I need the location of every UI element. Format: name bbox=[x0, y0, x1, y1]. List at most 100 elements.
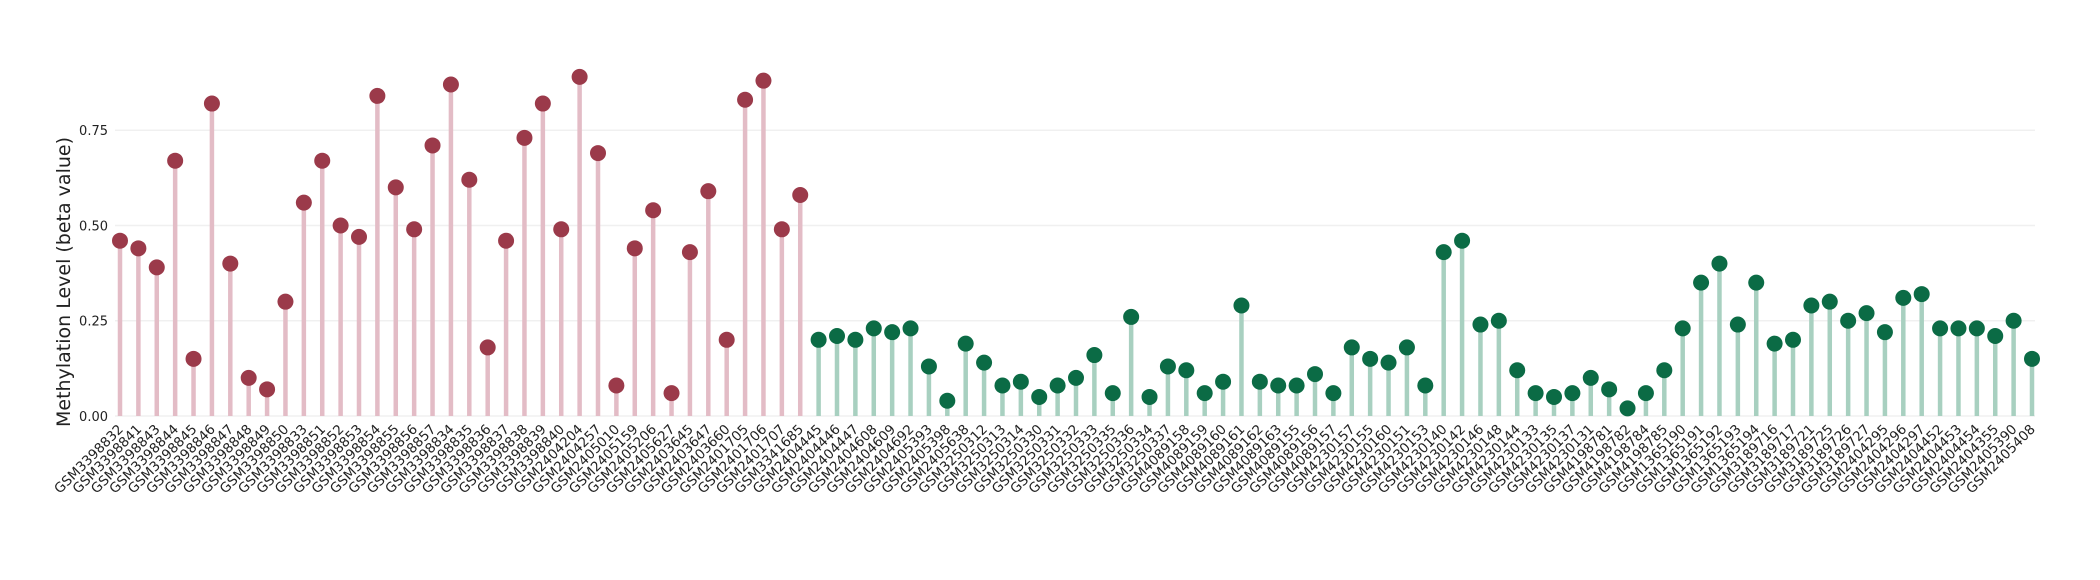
dot bbox=[957, 335, 974, 352]
dot bbox=[1086, 347, 1103, 364]
dot bbox=[1546, 388, 1562, 405]
dot bbox=[1766, 335, 1783, 352]
dot bbox=[1619, 400, 1636, 417]
dot bbox=[700, 183, 717, 200]
dot bbox=[1527, 385, 1544, 402]
dot bbox=[1490, 312, 1507, 329]
dot bbox=[553, 221, 570, 238]
dot bbox=[1582, 369, 1599, 386]
dot bbox=[1178, 362, 1195, 379]
dot bbox=[1049, 377, 1066, 394]
dot bbox=[1950, 320, 1967, 337]
dot bbox=[1398, 339, 1415, 356]
dot bbox=[1104, 385, 1121, 402]
dot bbox=[1435, 244, 1452, 261]
dot bbox=[792, 186, 809, 203]
dot bbox=[1785, 331, 1801, 348]
dot bbox=[865, 320, 882, 337]
dot bbox=[406, 221, 423, 238]
dot bbox=[1233, 297, 1250, 314]
dot bbox=[148, 259, 165, 276]
dot bbox=[590, 145, 606, 162]
dot bbox=[185, 350, 202, 367]
dot bbox=[884, 324, 901, 341]
dot bbox=[1803, 297, 1820, 314]
dot bbox=[810, 331, 827, 348]
dot bbox=[387, 179, 404, 196]
dot bbox=[1711, 255, 1728, 272]
dot bbox=[608, 377, 625, 394]
dot bbox=[516, 129, 533, 146]
dot bbox=[1637, 385, 1654, 402]
dot bbox=[645, 202, 662, 219]
dot bbox=[369, 87, 386, 104]
dot bbox=[773, 221, 790, 238]
dot bbox=[902, 320, 919, 337]
dot bbox=[240, 369, 257, 386]
dot bbox=[1123, 308, 1140, 325]
dot bbox=[534, 95, 551, 112]
dot bbox=[1270, 377, 1287, 394]
dot bbox=[1656, 362, 1673, 379]
dot bbox=[1748, 274, 1765, 291]
dot bbox=[1196, 385, 1213, 402]
y-tick-label: 0.75 bbox=[79, 124, 108, 139]
dot bbox=[718, 331, 735, 348]
dot bbox=[1159, 358, 1176, 375]
dot bbox=[1693, 274, 1710, 291]
dot bbox=[277, 293, 294, 310]
dot bbox=[112, 232, 128, 249]
dot bbox=[1454, 232, 1471, 249]
dot bbox=[847, 331, 864, 348]
dot bbox=[755, 72, 772, 89]
dot bbox=[351, 228, 367, 245]
dot bbox=[203, 95, 220, 112]
dot bbox=[1031, 388, 1048, 405]
dot bbox=[1895, 289, 1912, 306]
dot bbox=[1601, 381, 1618, 398]
y-tick-label: 0.50 bbox=[79, 219, 108, 234]
dot bbox=[2024, 350, 2040, 367]
dot bbox=[681, 244, 698, 261]
dot bbox=[1472, 316, 1489, 333]
y-axis-label: Methylation Level (beta value) bbox=[53, 137, 75, 427]
dot bbox=[1876, 324, 1893, 341]
dot bbox=[1987, 327, 2004, 344]
dot bbox=[1674, 320, 1691, 337]
dot bbox=[498, 232, 515, 249]
dot bbox=[1343, 339, 1360, 356]
dot bbox=[1325, 385, 1342, 402]
y-tick-label: 0.25 bbox=[79, 315, 108, 330]
dot bbox=[130, 240, 147, 257]
dot bbox=[1913, 286, 1930, 303]
dot bbox=[939, 392, 956, 409]
dot bbox=[1968, 320, 1985, 337]
dot bbox=[1141, 388, 1158, 405]
dot bbox=[314, 152, 331, 169]
dot bbox=[571, 68, 588, 85]
dot bbox=[1012, 373, 1029, 390]
dot bbox=[479, 339, 496, 356]
dot bbox=[1362, 350, 1379, 367]
dot bbox=[994, 377, 1011, 394]
dot bbox=[1509, 362, 1526, 379]
dot bbox=[1215, 373, 1232, 390]
y-tick-label: 0.00 bbox=[79, 410, 108, 425]
dot bbox=[461, 171, 478, 188]
dot bbox=[259, 381, 276, 398]
dot bbox=[663, 385, 680, 402]
dot bbox=[442, 76, 459, 93]
dot bbox=[222, 255, 239, 272]
dot bbox=[1068, 369, 1084, 386]
dot bbox=[1729, 316, 1746, 333]
dot bbox=[1307, 366, 1323, 383]
dot bbox=[332, 217, 349, 234]
dot bbox=[1564, 385, 1581, 402]
dot bbox=[1380, 354, 1397, 371]
dot bbox=[167, 152, 184, 169]
dot bbox=[1417, 377, 1434, 394]
dot bbox=[2005, 312, 2022, 329]
dot bbox=[737, 91, 754, 108]
dot bbox=[1840, 312, 1857, 329]
dot bbox=[295, 194, 312, 211]
